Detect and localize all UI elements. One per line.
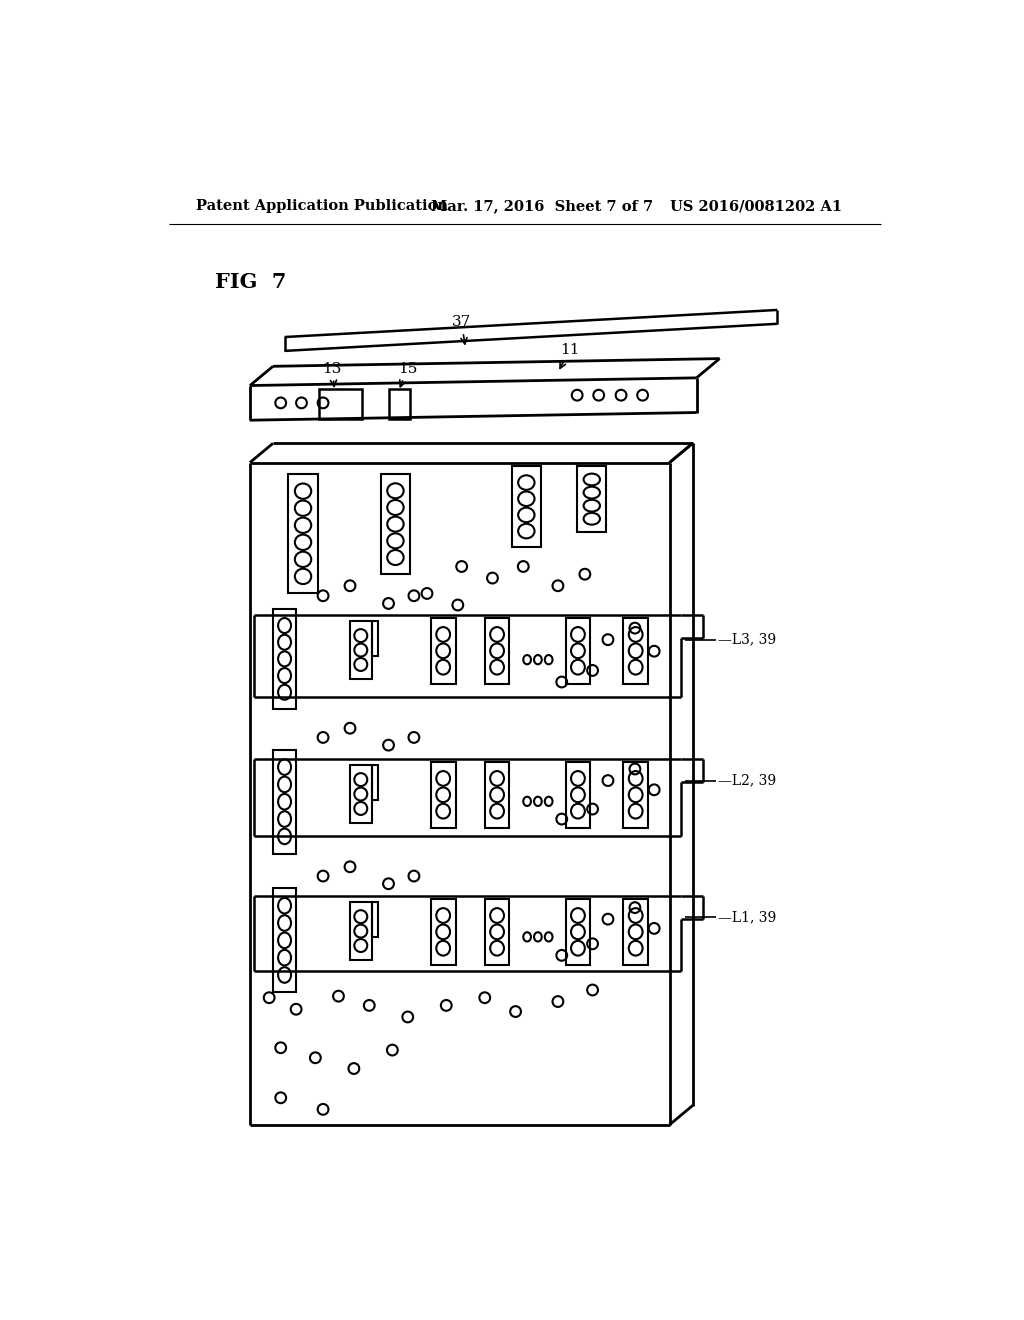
Bar xyxy=(350,622,372,678)
Bar xyxy=(372,622,378,656)
Bar xyxy=(565,618,590,684)
Bar xyxy=(431,899,456,965)
Bar xyxy=(484,899,509,965)
Bar xyxy=(381,474,410,574)
Text: 13: 13 xyxy=(323,362,342,387)
Bar xyxy=(431,762,456,828)
Bar xyxy=(372,766,378,800)
Text: Patent Application Publication: Patent Application Publication xyxy=(196,199,449,213)
Bar xyxy=(624,899,648,965)
Text: —L2, 39: —L2, 39 xyxy=(718,774,776,788)
Bar xyxy=(273,609,296,709)
Bar xyxy=(273,750,296,854)
Bar xyxy=(372,903,378,937)
Bar xyxy=(565,762,590,828)
Text: 11: 11 xyxy=(560,343,580,368)
Bar xyxy=(350,903,372,960)
Bar xyxy=(484,762,509,828)
Bar xyxy=(565,899,590,965)
Text: —L1, 39: —L1, 39 xyxy=(718,909,776,924)
Bar xyxy=(512,466,541,548)
Text: Mar. 17, 2016  Sheet 7 of 7: Mar. 17, 2016 Sheet 7 of 7 xyxy=(431,199,653,213)
Bar xyxy=(388,389,410,418)
Bar xyxy=(431,618,456,684)
Bar xyxy=(350,766,372,822)
Bar xyxy=(578,466,606,532)
Bar xyxy=(624,618,648,684)
Bar xyxy=(289,474,317,594)
Text: 15: 15 xyxy=(398,362,418,387)
Bar xyxy=(484,618,509,684)
Text: —L3, 39: —L3, 39 xyxy=(718,632,776,647)
Text: US 2016/0081202 A1: US 2016/0081202 A1 xyxy=(670,199,842,213)
Bar xyxy=(273,888,296,993)
Text: FIG  7: FIG 7 xyxy=(215,272,287,292)
Text: 37: 37 xyxy=(452,315,471,345)
Bar xyxy=(624,762,648,828)
Bar xyxy=(319,389,361,418)
